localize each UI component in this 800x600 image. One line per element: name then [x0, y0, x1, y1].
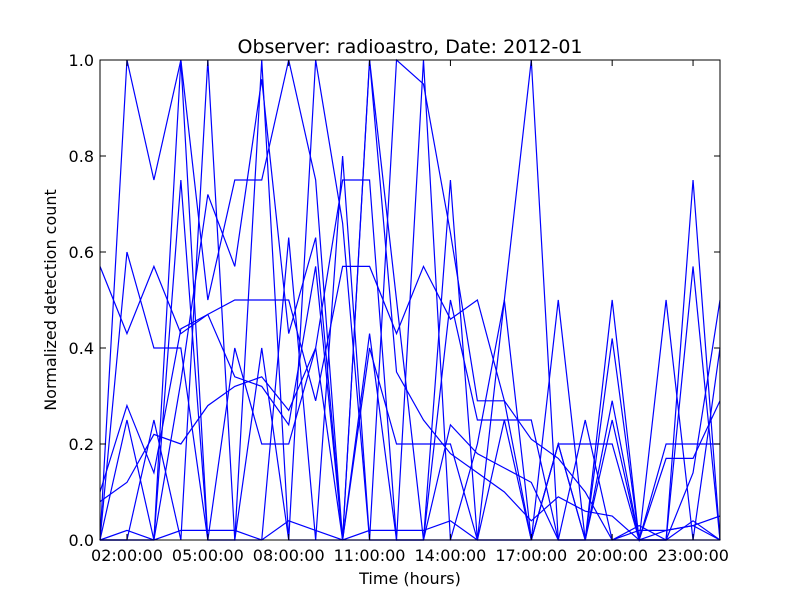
plot-frame: [99, 59, 721, 541]
x-axis-label: Time (hours): [358, 569, 461, 588]
y-tick-label: 0.2: [69, 435, 94, 454]
x-axis: 02:00:00 05:00:00 08:00:00 11:00:00 14:00:00…: [91, 60, 729, 565]
y-tick-label: 0.8: [69, 147, 94, 166]
x-tick-label: 08:00:00: [253, 546, 325, 565]
series-line-10: [100, 59, 721, 541]
x-tick-label: 05:00:00: [172, 546, 244, 565]
chart-title: Observer: radioastro, Date: 2012-01: [237, 36, 582, 58]
y-axis: 0.0 0.2 0.4 0.6 0.8 1.0: [69, 51, 720, 550]
y-tick-label: 0.4: [69, 339, 94, 358]
series-line-8: [100, 58, 721, 541]
y-tick-label: 0.0: [69, 531, 94, 550]
x-tick-label: 11:00:00: [334, 546, 406, 565]
y-tick-label: 0.6: [69, 243, 94, 262]
y-tick-label: 1.0: [69, 51, 94, 70]
series-line-2: [99, 251, 720, 543]
series-line-5: [99, 59, 721, 541]
x-tick-label: 23:00:00: [657, 546, 729, 565]
series-line-4: [99, 515, 721, 541]
y-axis-label: Normalized detection count: [41, 189, 60, 411]
x-tick-label: 20:00:00: [576, 546, 648, 565]
x-tick-label: 17:00:00: [495, 546, 567, 565]
x-tick-label: 02:00:00: [91, 546, 163, 565]
x-tick-label: 14:00:00: [415, 546, 487, 565]
